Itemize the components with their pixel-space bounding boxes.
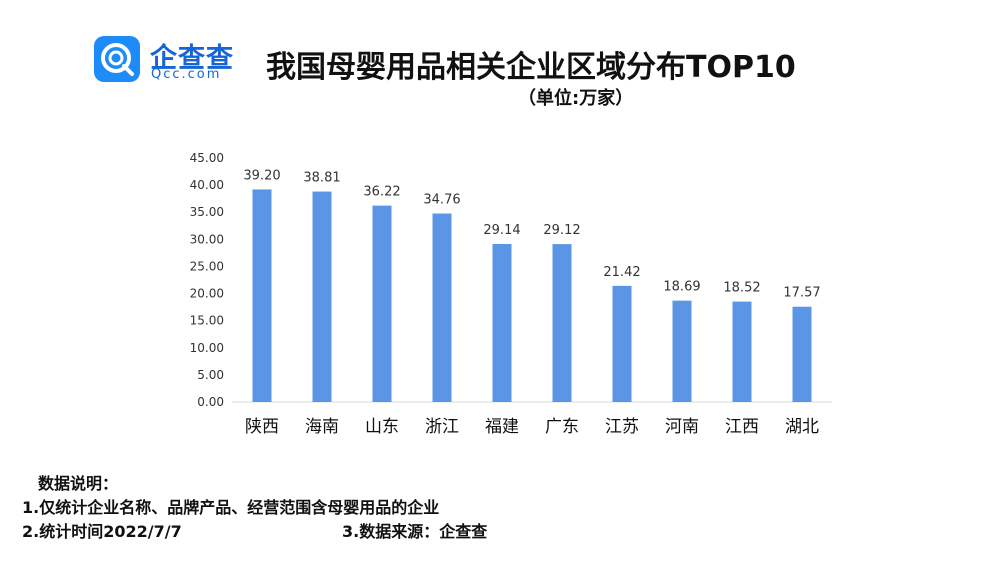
data-label: 29.14 [483, 223, 520, 238]
logo-domain: Qcc.com [151, 67, 222, 82]
data-notes: 数据说明： 1.仅统计企业名称、品牌产品、经营范围含母婴用品的企业 2.统计时间… [22, 472, 487, 544]
y-tick-label: 10.00 [190, 341, 224, 355]
chart-subtitle: （单位:万家） [518, 88, 634, 109]
logo: 企查查 Qcc.com [94, 36, 254, 84]
bar [432, 213, 452, 402]
data-label: 34.76 [423, 193, 460, 208]
data-label: 36.22 [363, 185, 400, 200]
bar [252, 189, 272, 402]
data-label: 29.12 [543, 223, 580, 238]
x-tick-label: 江苏 [605, 417, 639, 437]
x-tick-label: 陕西 [245, 417, 279, 437]
x-tick-label: 广东 [545, 417, 579, 437]
y-tick-label: 15.00 [190, 314, 224, 328]
bar [672, 300, 692, 402]
notes-line-2: 2.统计时间2022/7/7 [22, 522, 182, 541]
data-label: 17.57 [783, 286, 820, 301]
data-label: 38.81 [303, 171, 340, 186]
y-tick-label: 20.00 [190, 287, 224, 301]
bar [732, 301, 752, 402]
y-tick-label: 40.00 [190, 178, 224, 192]
y-tick-label: 25.00 [190, 259, 224, 273]
notes-line-1: 1.仅统计企业名称、品牌产品、经营范围含母婴用品的企业 [22, 498, 440, 517]
x-tick-label: 河南 [665, 417, 699, 437]
x-tick-label: 湖北 [785, 417, 819, 437]
x-tick-label: 海南 [305, 417, 339, 437]
y-tick-label: 45.00 [190, 151, 224, 165]
bar [792, 306, 812, 402]
logo-badge-icon [94, 36, 140, 82]
data-label: 21.42 [603, 265, 640, 280]
x-tick-label: 江西 [725, 417, 759, 437]
y-tick-label: 0.00 [197, 395, 224, 409]
bar [612, 285, 632, 402]
data-label: 18.69 [663, 280, 700, 295]
chart-title: 我国母婴用品相关企业区域分布TOP10 [266, 50, 796, 85]
x-tick-label: 山东 [365, 417, 399, 437]
data-label: 18.52 [723, 281, 760, 296]
bar [372, 205, 392, 402]
x-tick-label: 福建 [485, 417, 519, 437]
data-label: 39.20 [243, 168, 280, 183]
y-tick-label: 30.00 [190, 232, 224, 246]
bar [312, 191, 332, 402]
notes-source: 3.数据来源：企查查 [342, 522, 488, 541]
bar [552, 244, 572, 402]
y-tick-label: 35.00 [190, 205, 224, 219]
x-tick-label: 浙江 [425, 417, 459, 437]
logo-name: 企查查 [150, 43, 234, 74]
y-tick-label: 5.00 [197, 368, 224, 382]
bar [492, 243, 512, 402]
notes-heading: 数据说明： [38, 474, 119, 493]
